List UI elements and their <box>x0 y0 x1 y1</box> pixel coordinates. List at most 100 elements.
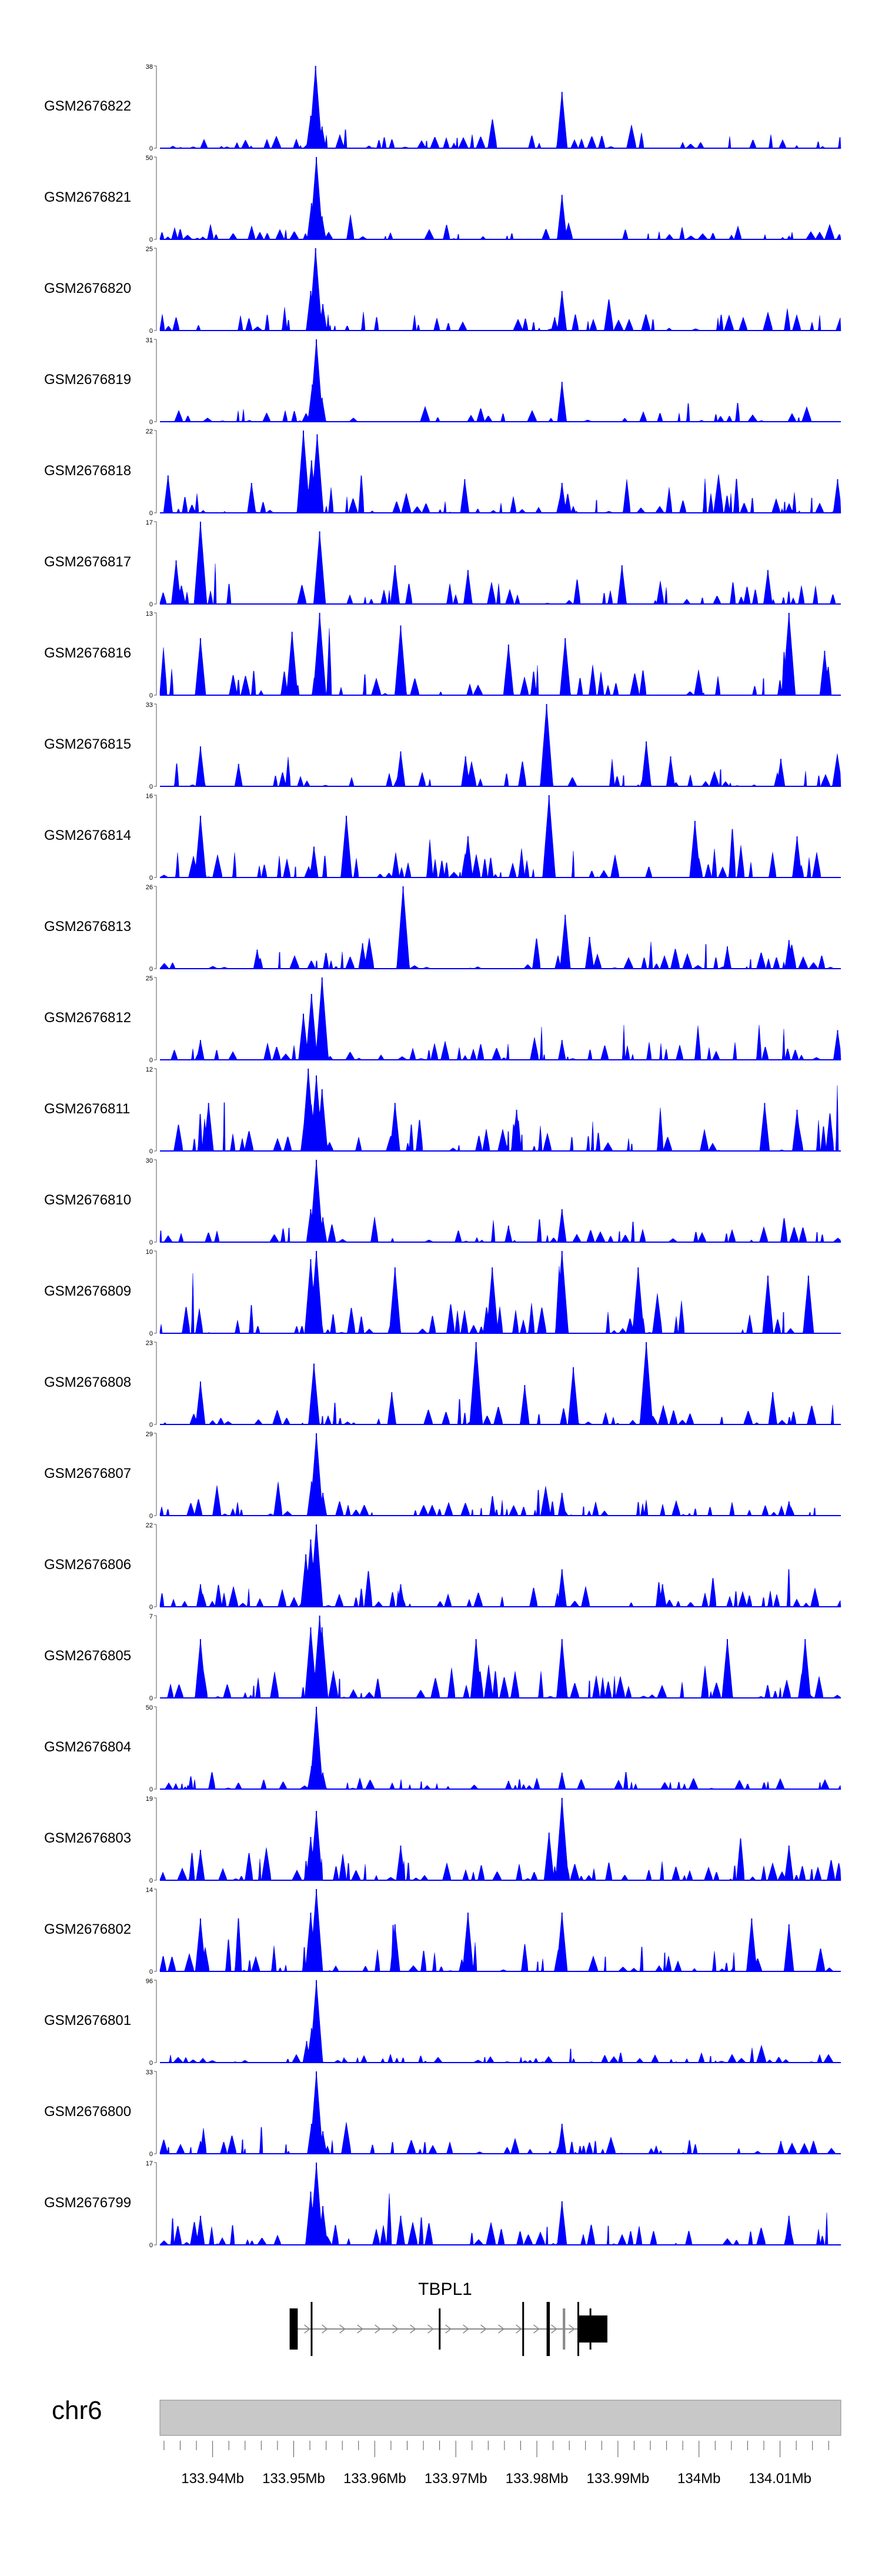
track-label: GSM2676812 <box>44 1010 131 1026</box>
coverage-area <box>160 1070 841 1152</box>
y-max-label: 19 <box>146 1796 153 1803</box>
y-min-label: 0 <box>149 236 153 243</box>
y-max-label: 14 <box>146 1887 153 1894</box>
coverage-area <box>160 1618 841 1699</box>
exon <box>577 2302 579 2356</box>
y-min-label: 0 <box>149 1786 153 1793</box>
track-label: GSM2676814 <box>44 827 131 843</box>
y-max-label: 31 <box>146 337 153 344</box>
y-max-label: 33 <box>146 702 153 709</box>
exon <box>546 2302 550 2356</box>
track-label: GSM2676804 <box>44 1739 131 1755</box>
track-label: GSM2676807 <box>44 1466 131 1481</box>
x-tick-label: 133.94Mb <box>181 2471 244 2487</box>
coverage-area <box>159 157 841 241</box>
track-GSM2676813: GSM2676813 26 0 <box>44 884 841 973</box>
coverage-area <box>160 1707 841 1790</box>
y-min-label: 0 <box>149 966 153 973</box>
y-min-label: 0 <box>149 601 153 608</box>
x-tick-label: 133.97Mb <box>425 2471 487 2487</box>
track-label: GSM2676817 <box>44 554 131 570</box>
coverage-area <box>160 431 841 513</box>
track-label: GSM2676816 <box>44 645 131 661</box>
strand-arrow <box>569 2324 575 2334</box>
track-label: GSM2676801 <box>44 2013 131 2028</box>
track-label: GSM2676813 <box>44 919 131 935</box>
y-min-label: 0 <box>149 875 153 882</box>
track-label: GSM2676819 <box>44 372 131 388</box>
y-min-label: 0 <box>149 1422 153 1429</box>
y-min-label: 0 <box>149 2242 153 2249</box>
exon <box>563 2308 566 2350</box>
y-max-label: 33 <box>146 2069 153 2076</box>
track-label: GSM2676815 <box>44 736 131 752</box>
track-label: GSM2676818 <box>44 463 131 479</box>
coverage-area <box>159 522 841 605</box>
strand-arrow <box>551 2324 557 2334</box>
track-GSM2676817: GSM2676817 17 0 <box>44 519 841 608</box>
track-label: GSM2676803 <box>44 1830 131 1846</box>
x-tick-label: 133.95Mb <box>262 2471 325 2487</box>
y-max-label: 17 <box>146 519 153 526</box>
track-label: GSM2676809 <box>44 1283 131 1299</box>
track-GSM2676809: GSM2676809 10 0 <box>44 1249 841 1337</box>
y-min-label: 0 <box>149 1513 153 1520</box>
track-label: GSM2676822 <box>44 98 131 114</box>
coverage-area <box>159 2163 841 2245</box>
coverage-area <box>159 889 841 970</box>
strand-arrow <box>445 2324 452 2334</box>
track-GSM2676821: GSM2676821 50 0 <box>44 155 841 243</box>
coverage-area <box>159 1799 841 1881</box>
y-max-label: 12 <box>146 1066 153 1073</box>
track-label: GSM2676821 <box>44 189 131 205</box>
strand-arrow <box>322 2324 328 2334</box>
coverage-area <box>159 1889 841 1972</box>
y-max-label: 25 <box>146 975 153 982</box>
y-max-label: 30 <box>146 1157 153 1164</box>
track-GSM2676816: GSM2676816 13 0 <box>44 610 841 699</box>
y-max-label: 17 <box>146 2160 153 2167</box>
coverage-area <box>159 614 841 696</box>
y-max-label: 10 <box>146 1249 153 1256</box>
track-GSM2676800: GSM2676800 33 0 <box>44 2069 841 2158</box>
y-max-label: 26 <box>146 884 153 891</box>
track-label: GSM2676808 <box>44 1374 131 1390</box>
track-GSM2676806: GSM2676806 22 0 <box>44 1522 841 1611</box>
strand-arrow <box>480 2324 487 2334</box>
x-tick-label: 133.99Mb <box>587 2471 650 2487</box>
track-GSM2676820: GSM2676820 25 0 <box>44 246 841 335</box>
y-min-label: 0 <box>149 510 153 517</box>
coverage-area <box>160 68 841 149</box>
x-tick-label: 133.96Mb <box>343 2471 406 2487</box>
track-GSM2676815: GSM2676815 33 0 <box>44 702 841 790</box>
y-min-label: 0 <box>149 1330 153 1337</box>
exon <box>579 2315 607 2343</box>
track-GSM2676804: GSM2676804 50 0 <box>44 1704 841 1793</box>
track-label: GSM2676810 <box>44 1192 131 1208</box>
track-GSM2676811: GSM2676811 12 0 <box>44 1066 841 1155</box>
track-GSM2676814: GSM2676814 16 0 <box>44 793 841 882</box>
exon <box>439 2308 441 2350</box>
y-min-label: 0 <box>149 145 153 152</box>
strand-arrow <box>463 2324 469 2334</box>
coverage-area <box>159 1160 841 1243</box>
track-GSM2676810: GSM2676810 30 0 <box>44 1157 841 1246</box>
strand-arrow <box>498 2324 505 2334</box>
y-max-label: 7 <box>149 1613 153 1620</box>
coverage-area <box>159 2071 841 2154</box>
track-GSM2676808: GSM2676808 23 0 <box>44 1340 841 1429</box>
track-GSM2676822: GSM2676822 38 0 <box>44 64 841 152</box>
y-min-label: 0 <box>149 2151 153 2158</box>
y-min-label: 0 <box>149 1148 153 1155</box>
y-min-label: 0 <box>149 1695 153 1702</box>
strand-arrow <box>304 2324 310 2334</box>
track-GSM2676802: GSM2676802 14 0 <box>44 1887 841 1976</box>
exon <box>310 2302 313 2356</box>
y-max-label: 22 <box>146 1522 153 1529</box>
coverage-area <box>159 797 841 879</box>
y-max-label: 16 <box>146 793 153 800</box>
track-GSM2676801: GSM2676801 96 0 <box>44 1978 841 2067</box>
strand-arrow <box>516 2324 522 2334</box>
y-max-label: 13 <box>146 610 153 618</box>
y-max-label: 50 <box>146 155 153 162</box>
